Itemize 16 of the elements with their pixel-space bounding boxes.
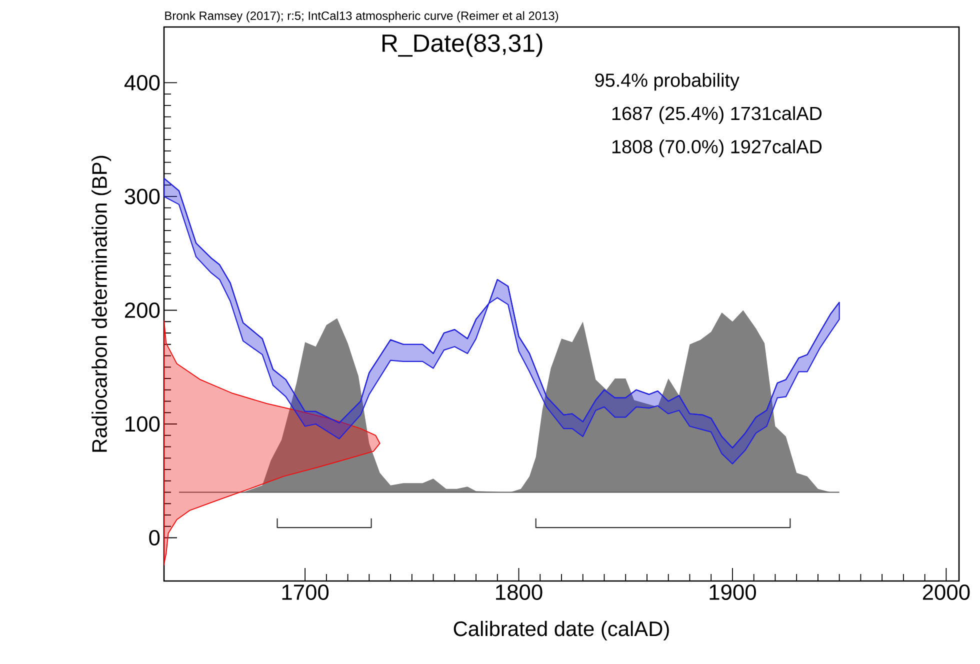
chart-title: R_Date(83,31): [382, 34, 542, 57]
annotation: 95.4% probability: [595, 73, 740, 91]
y-tick-label: 300: [124, 188, 160, 204]
annotation: 1808 (70.0%) 1927calAD: [612, 139, 822, 158]
x-tick-label: 1700: [282, 584, 329, 600]
x-tick-label: 1800: [496, 584, 542, 600]
y-tick-label: 0: [149, 530, 160, 546]
chart-subtitle: Bronk Ramsey (2017); r:5; IntCal13 atmospheric curve (Reimer et al 2013): [165, 11, 558, 22]
x-tick-label: 1900: [710, 584, 756, 600]
annotation: 1687 (25.4%) 1731calAD: [612, 106, 822, 124]
x-axis-title: Calibrated date (calAD): [454, 620, 669, 640]
x-tick-label: 2000: [922, 584, 970, 600]
y-tick-label: 400: [124, 74, 160, 90]
y-tick-label: 100: [126, 416, 160, 432]
y-tick-label: 200: [125, 302, 160, 318]
y-axis-title: Radiocarbon determination (BP): [92, 156, 112, 452]
